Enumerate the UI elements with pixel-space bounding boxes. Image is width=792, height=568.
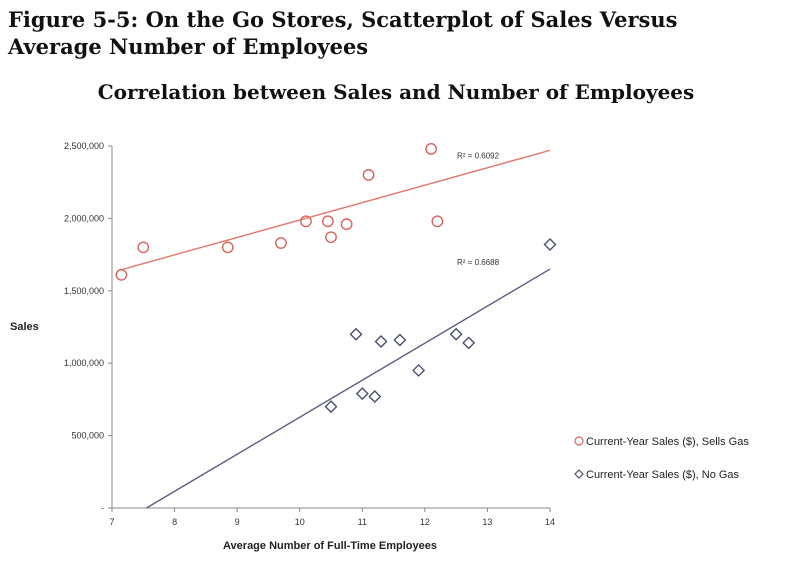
- x-tick-label: 13: [482, 517, 492, 527]
- data-point: [374, 334, 388, 348]
- x-tick-label: 11: [358, 517, 367, 527]
- plot-area: [111, 146, 550, 509]
- data-point: [355, 387, 369, 401]
- data-point: [324, 400, 338, 414]
- y-tick-label: 2,500,000: [64, 141, 104, 151]
- axis-ticks: 7 8 9 10 11 12 13 14 2,500,000 2,000,000 1,500,000…: [64, 141, 555, 527]
- legend-label: Current-Year Sales ($), Sells Gas: [586, 436, 749, 448]
- data-point: [137, 241, 150, 254]
- y-tick-label: 1,500,000: [64, 286, 104, 296]
- data-point: [321, 215, 334, 228]
- trendline-1: [146, 268, 551, 509]
- x-tick-label: 9: [235, 517, 240, 527]
- data-point: [221, 241, 234, 254]
- data-point: [412, 363, 426, 377]
- y-tick-label: 500,000: [71, 431, 104, 441]
- x-tick-label: 14: [545, 517, 555, 527]
- data-point: [449, 327, 463, 341]
- data-point: [362, 169, 375, 181]
- data-points: [115, 142, 557, 414]
- trendlines: R² = 0.6092 R² = 0.6688: [118, 149, 551, 509]
- data-point: [543, 237, 557, 251]
- r-squared-label: R² = 0.6092: [457, 151, 500, 160]
- data-point: [431, 215, 444, 228]
- data-point: [462, 336, 476, 350]
- x-tick-label: 8: [172, 517, 177, 527]
- x-axis-label: Average Number of Full-Time Employees: [223, 540, 437, 552]
- x-tick-label: 10: [295, 517, 305, 527]
- data-point: [275, 237, 287, 249]
- figure-title: Figure 5-5: On the Go Stores, Scatterplo…: [8, 7, 678, 59]
- x-tick-label: 12: [420, 517, 430, 527]
- data-point: [368, 390, 382, 403]
- y-tick-label: 2,000,000: [64, 213, 104, 223]
- data-point: [340, 218, 353, 231]
- legend: Current-Year Sales ($), Sells Gas Current…: [574, 436, 749, 481]
- data-point: [300, 215, 312, 228]
- y-axis-label: Sales: [10, 321, 39, 333]
- data-point: [393, 333, 407, 347]
- legend-marker: [574, 469, 584, 479]
- y-tick-label: -: [101, 503, 104, 513]
- x-tick-label: 7: [109, 517, 114, 527]
- data-point: [349, 327, 363, 341]
- data-point: [425, 142, 438, 155]
- data-point: [115, 268, 128, 281]
- r-squared-label: R² = 0.6688: [457, 258, 500, 267]
- legend-marker: [574, 436, 584, 446]
- data-point: [325, 231, 337, 244]
- chart-title: Correlation between Sales and Number of …: [97, 80, 695, 104]
- legend-label: Current-Year Sales ($), No Gas: [586, 469, 740, 481]
- y-tick-label: 1,000,000: [64, 358, 104, 368]
- trendline-0: [118, 149, 551, 272]
